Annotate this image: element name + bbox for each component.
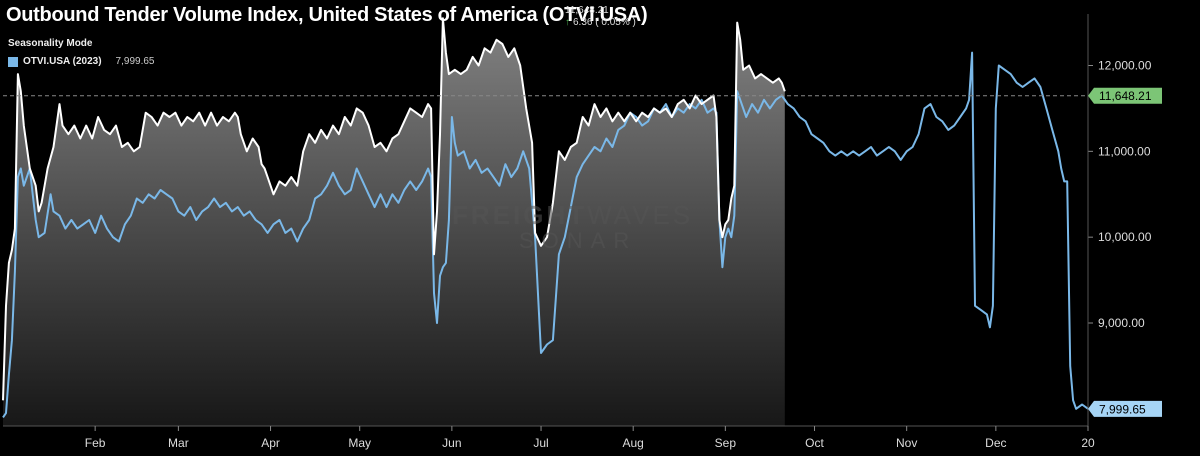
- watermark-freightwaves: FREIGHTWAVES: [452, 200, 694, 230]
- x-tick-label: 20: [1081, 436, 1095, 450]
- y-tick-label: 10,000.00: [1098, 230, 1152, 244]
- x-tick-label: May: [348, 436, 371, 450]
- x-tick-label: Mar: [168, 436, 189, 450]
- series-line-current: [2, 17, 786, 401]
- current-value-badge-label: 11,648.21: [1099, 89, 1152, 103]
- change-indicator: ↑ 6.36 ( 0.05% ): [565, 17, 636, 28]
- legend-series-value: 7,999.65: [115, 56, 155, 67]
- change-text: 6.36 ( 0.05% ): [573, 17, 636, 28]
- y-tick-label: 11,000.00: [1098, 144, 1151, 158]
- up-arrow-icon: ↑: [565, 17, 570, 28]
- series-line-prior: [2, 51, 1089, 418]
- x-tick-label: Dec: [985, 436, 1006, 450]
- x-tick-label: Aug: [623, 436, 644, 450]
- y-tick-label: 9,000.00: [1098, 316, 1145, 330]
- current-value-badge-bg: [1088, 87, 1162, 104]
- x-tick-label: Jun: [442, 436, 461, 450]
- watermark-sonar: SONAR: [519, 228, 638, 253]
- x-tick-label: Oct: [805, 436, 824, 450]
- prior-value-badge-bg: [1088, 400, 1162, 417]
- x-tick-label: Feb: [85, 436, 106, 450]
- x-tick-label: Jul: [533, 436, 548, 450]
- legend-item[interactable]: OTVI.USA (2023) 7,999.65: [8, 56, 154, 67]
- current-area-fill: [3, 18, 785, 427]
- x-tick-label: Apr: [261, 436, 280, 450]
- seasonality-mode-label: Seasonality Mode: [8, 38, 93, 49]
- y-tick-label: 12,000.00: [1098, 59, 1152, 73]
- x-tick-label: Sep: [715, 436, 737, 450]
- legend-series-name: OTVI.USA (2023): [23, 56, 102, 67]
- current-value: 11,648.21: [565, 5, 609, 16]
- chart-title: Outbound Tender Volume Index, United Sta…: [6, 4, 648, 26]
- prior-value-badge-label: 7,999.65: [1099, 402, 1146, 416]
- legend-swatch: [8, 56, 18, 67]
- x-tick-label: Nov: [896, 436, 917, 450]
